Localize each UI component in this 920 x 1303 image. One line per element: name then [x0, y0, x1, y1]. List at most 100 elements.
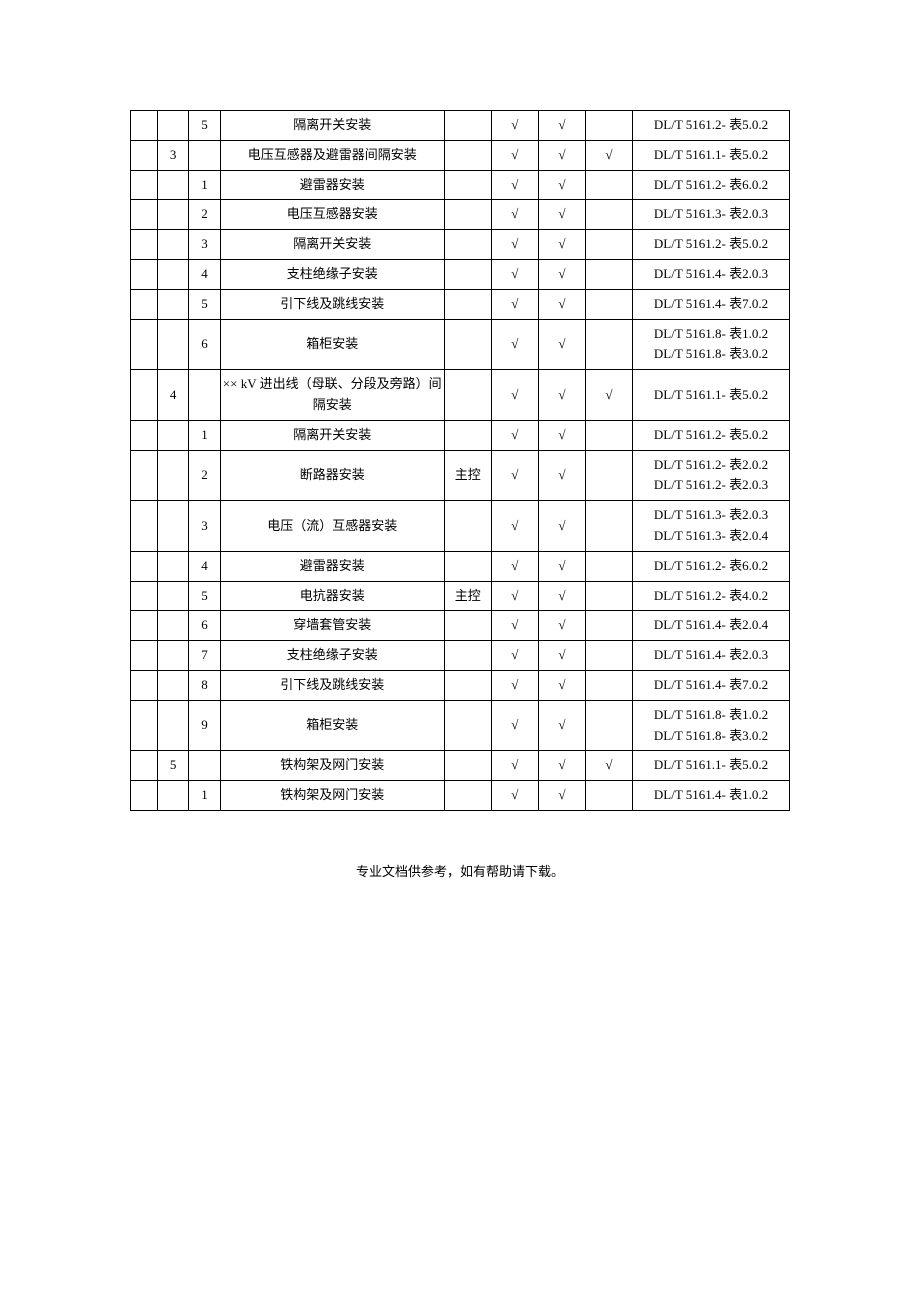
cell-description: 隔离开关安装 — [220, 420, 444, 450]
cell-check-2: √ — [538, 370, 585, 421]
cell-check-2: √ — [538, 111, 585, 141]
cell-item-num: 3 — [189, 501, 220, 552]
cell-check-3 — [585, 230, 632, 260]
cell-check-3 — [585, 551, 632, 581]
cell-section-num: 4 — [157, 370, 188, 421]
cell-check-3: √ — [585, 370, 632, 421]
cell-check-1: √ — [491, 200, 538, 230]
table-row: 2断路器安装主控√√DL/T 5161.2- 表2.0.2 DL/T 5161.… — [131, 450, 790, 501]
table-row: 2电压互感器安装√√DL/T 5161.3- 表2.0.3 — [131, 200, 790, 230]
cell-item-num: 6 — [189, 319, 220, 370]
table-row: 4避雷器安装√√DL/T 5161.2- 表6.0.2 — [131, 551, 790, 581]
cell-col-a — [131, 781, 158, 811]
cell-item-num: 4 — [189, 551, 220, 581]
cell-reference: DL/T 5161.4- 表1.0.2 — [633, 781, 790, 811]
cell-description: 引下线及跳线安装 — [220, 289, 444, 319]
cell-description: 引下线及跳线安装 — [220, 670, 444, 700]
cell-description: 断路器安装 — [220, 450, 444, 501]
cell-check-3 — [585, 781, 632, 811]
cell-check-2: √ — [538, 319, 585, 370]
cell-reference: DL/T 5161.1- 表5.0.2 — [633, 751, 790, 781]
cell-control: 主控 — [444, 581, 491, 611]
cell-item-num — [189, 370, 220, 421]
cell-col-a — [131, 551, 158, 581]
cell-description: 支柱绝缘子安装 — [220, 259, 444, 289]
cell-item-num — [189, 751, 220, 781]
cell-check-3 — [585, 111, 632, 141]
cell-description: 隔离开关安装 — [220, 111, 444, 141]
cell-section-num: 3 — [157, 140, 188, 170]
cell-item-num: 8 — [189, 670, 220, 700]
table-row: 5电抗器安装主控√√DL/T 5161.2- 表4.0.2 — [131, 581, 790, 611]
cell-reference: DL/T 5161.2- 表4.0.2 — [633, 581, 790, 611]
cell-check-2: √ — [538, 140, 585, 170]
cell-check-3 — [585, 420, 632, 450]
cell-description: 箱柜安装 — [220, 700, 444, 751]
cell-check-2: √ — [538, 611, 585, 641]
cell-reference: DL/T 5161.4- 表2.0.3 — [633, 641, 790, 671]
table-row: 6穿墙套管安装√√DL/T 5161.4- 表2.0.4 — [131, 611, 790, 641]
cell-control — [444, 781, 491, 811]
cell-check-2: √ — [538, 230, 585, 260]
cell-section-num — [157, 319, 188, 370]
table-row: 4支柱绝缘子安装√√DL/T 5161.4- 表2.0.3 — [131, 259, 790, 289]
cell-item-num: 5 — [189, 289, 220, 319]
cell-check-2: √ — [538, 289, 585, 319]
cell-check-3: √ — [585, 140, 632, 170]
cell-item-num: 1 — [189, 170, 220, 200]
cell-check-1: √ — [491, 781, 538, 811]
cell-control — [444, 200, 491, 230]
cell-reference: DL/T 5161.8- 表1.0.2 DL/T 5161.8- 表3.0.2 — [633, 319, 790, 370]
cell-section-num — [157, 259, 188, 289]
cell-check-3 — [585, 200, 632, 230]
cell-reference: DL/T 5161.2- 表5.0.2 — [633, 111, 790, 141]
cell-control — [444, 611, 491, 641]
cell-col-a — [131, 289, 158, 319]
cell-reference: DL/T 5161.2- 表5.0.2 — [633, 230, 790, 260]
cell-check-1: √ — [491, 259, 538, 289]
cell-section-num — [157, 450, 188, 501]
spec-table: 5隔离开关安装√√DL/T 5161.2- 表5.0.23电压互感器及避雷器间隔… — [130, 110, 790, 811]
cell-description: 避雷器安装 — [220, 551, 444, 581]
cell-control — [444, 259, 491, 289]
cell-check-1: √ — [491, 551, 538, 581]
cell-check-3 — [585, 700, 632, 751]
cell-section-num — [157, 420, 188, 450]
cell-check-2: √ — [538, 670, 585, 700]
cell-check-1: √ — [491, 140, 538, 170]
cell-section-num — [157, 230, 188, 260]
page-footer: 专业文档供参考，如有帮助请下载。 — [130, 861, 790, 880]
cell-check-1: √ — [491, 289, 538, 319]
cell-item-num: 1 — [189, 781, 220, 811]
cell-description: 电压（流）互感器安装 — [220, 501, 444, 552]
cell-col-a — [131, 700, 158, 751]
cell-col-a — [131, 670, 158, 700]
cell-check-1: √ — [491, 501, 538, 552]
cell-description: 电压互感器安装 — [220, 200, 444, 230]
cell-control — [444, 420, 491, 450]
cell-check-2: √ — [538, 700, 585, 751]
cell-section-num — [157, 581, 188, 611]
cell-description: 支柱绝缘子安装 — [220, 641, 444, 671]
cell-check-3 — [585, 501, 632, 552]
table-row: 5铁构架及网门安装√√√DL/T 5161.1- 表5.0.2 — [131, 751, 790, 781]
cell-section-num — [157, 200, 188, 230]
cell-control: 主控 — [444, 450, 491, 501]
cell-description: ×× kV 进出线（母联、分段及旁路）间隔安装 — [220, 370, 444, 421]
cell-description: 铁构架及网门安装 — [220, 781, 444, 811]
cell-section-num — [157, 781, 188, 811]
cell-item-num: 1 — [189, 420, 220, 450]
cell-description: 电压互感器及避雷器间隔安装 — [220, 140, 444, 170]
cell-control — [444, 111, 491, 141]
cell-col-a — [131, 751, 158, 781]
cell-check-3 — [585, 319, 632, 370]
cell-check-2: √ — [538, 450, 585, 501]
cell-check-1: √ — [491, 450, 538, 501]
cell-control — [444, 751, 491, 781]
cell-control — [444, 670, 491, 700]
table-row: 9箱柜安装√√DL/T 5161.8- 表1.0.2 DL/T 5161.8- … — [131, 700, 790, 751]
cell-description: 隔离开关安装 — [220, 230, 444, 260]
table-row: 3电压互感器及避雷器间隔安装√√√DL/T 5161.1- 表5.0.2 — [131, 140, 790, 170]
table-row: 5引下线及跳线安装√√DL/T 5161.4- 表7.0.2 — [131, 289, 790, 319]
cell-col-a — [131, 200, 158, 230]
